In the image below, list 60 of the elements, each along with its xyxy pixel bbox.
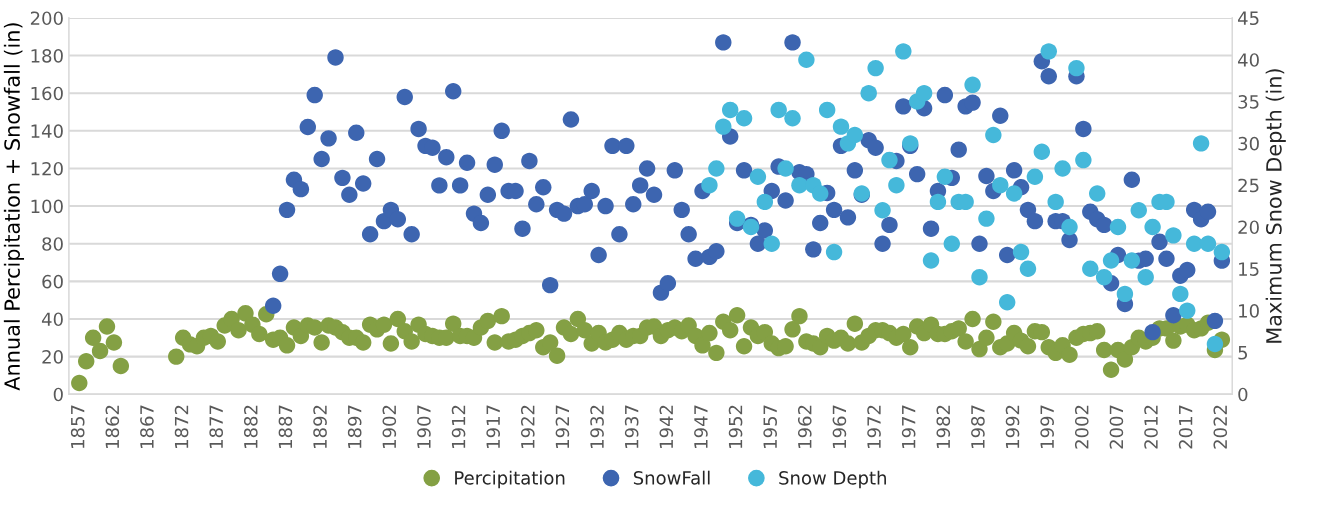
x-tick-label: 1872 — [174, 405, 189, 448]
x-tick-label: 1877 — [209, 405, 224, 448]
y2-tick-label: 45 — [1237, 11, 1259, 26]
y-tick-label: 40 — [41, 312, 63, 327]
y-tick-label: 120 — [31, 161, 63, 176]
x-tick-label: 1937 — [624, 405, 639, 448]
y2-tick-label: 5 — [1238, 346, 1248, 360]
x-tick-label: 1862 — [105, 405, 120, 448]
y-tick-label: 140 — [31, 124, 63, 138]
x-tick-label: 1967 — [832, 405, 847, 448]
x-tick-label: 1982 — [936, 405, 951, 448]
x-tick-label: 1912 — [451, 405, 466, 448]
y-tick-label: 80 — [42, 237, 63, 251]
legend-label: Percipitation — [455, 470, 565, 489]
y2-tick-label: 0 — [1238, 387, 1248, 402]
x-tick-label: 1972 — [867, 405, 881, 448]
x-tick-label: 1887 — [278, 405, 293, 448]
y2-tick-label: 10 — [1239, 304, 1259, 318]
x-tick-label: 1962 — [797, 405, 812, 448]
x-tick-label: 2007 — [1109, 405, 1124, 449]
x-tick-label: 1992 — [1005, 405, 1020, 448]
x-tick-label: 1867 — [140, 405, 154, 448]
y-tick-label: 200 — [30, 11, 63, 26]
y2-tick-label: 25 — [1238, 178, 1259, 193]
x-tick-label: 1927 — [555, 405, 570, 448]
y-axis-title: Annual Percipitation + Snowfall (in) — [3, 23, 25, 391]
x-tick-label: 2012 — [1144, 405, 1158, 449]
y-tick-label: 0 — [53, 387, 63, 402]
x-tick-label: 1902 — [382, 405, 397, 448]
y2-tick-label: 20 — [1238, 220, 1259, 235]
x-tick-label: 1917 — [486, 405, 501, 448]
y2-tick-label: 40 — [1237, 53, 1259, 67]
x-tick-label: 1957 — [763, 405, 777, 448]
x-tick-label: 2017 — [1178, 405, 1193, 449]
legend-label: Snow Depth — [779, 470, 886, 489]
x-tick-label: 1907 — [417, 405, 431, 448]
x-tick-label: 1987 — [971, 405, 985, 448]
x-tick-label: 2022 — [1213, 405, 1228, 449]
y-tick-label: 180 — [31, 49, 63, 63]
y-tick-label: 160 — [31, 86, 63, 101]
y2-tick-label: 35 — [1238, 95, 1259, 109]
x-tick-label: 1897 — [347, 405, 362, 448]
x-tick-label: 1922 — [520, 405, 535, 448]
x-tick-label: 2002 — [1074, 405, 1089, 449]
x-tick-label: 1942 — [659, 405, 674, 448]
y2-axis-title: Maximum Snow Depth (in) — [1265, 69, 1286, 343]
y-tick-label: 60 — [42, 274, 63, 289]
x-tick-label: 1882 — [243, 405, 258, 448]
x-tick-label: 1997 — [1040, 405, 1054, 448]
x-tick-label: 1952 — [728, 405, 743, 448]
x-tick-label: 1932 — [590, 405, 604, 448]
y2-tick-label: 15 — [1239, 262, 1259, 276]
x-tick-label: 1892 — [313, 405, 327, 448]
y-tick-label: 20 — [42, 350, 63, 364]
x-tick-label: 1947 — [694, 405, 708, 448]
legend-label: SnowFall — [633, 470, 710, 485]
x-tick-label: 1857 — [70, 405, 85, 448]
x-tick-label: 1977 — [901, 405, 916, 448]
y-tick-label: 100 — [31, 199, 63, 214]
y2-tick-label: 30 — [1238, 136, 1259, 151]
